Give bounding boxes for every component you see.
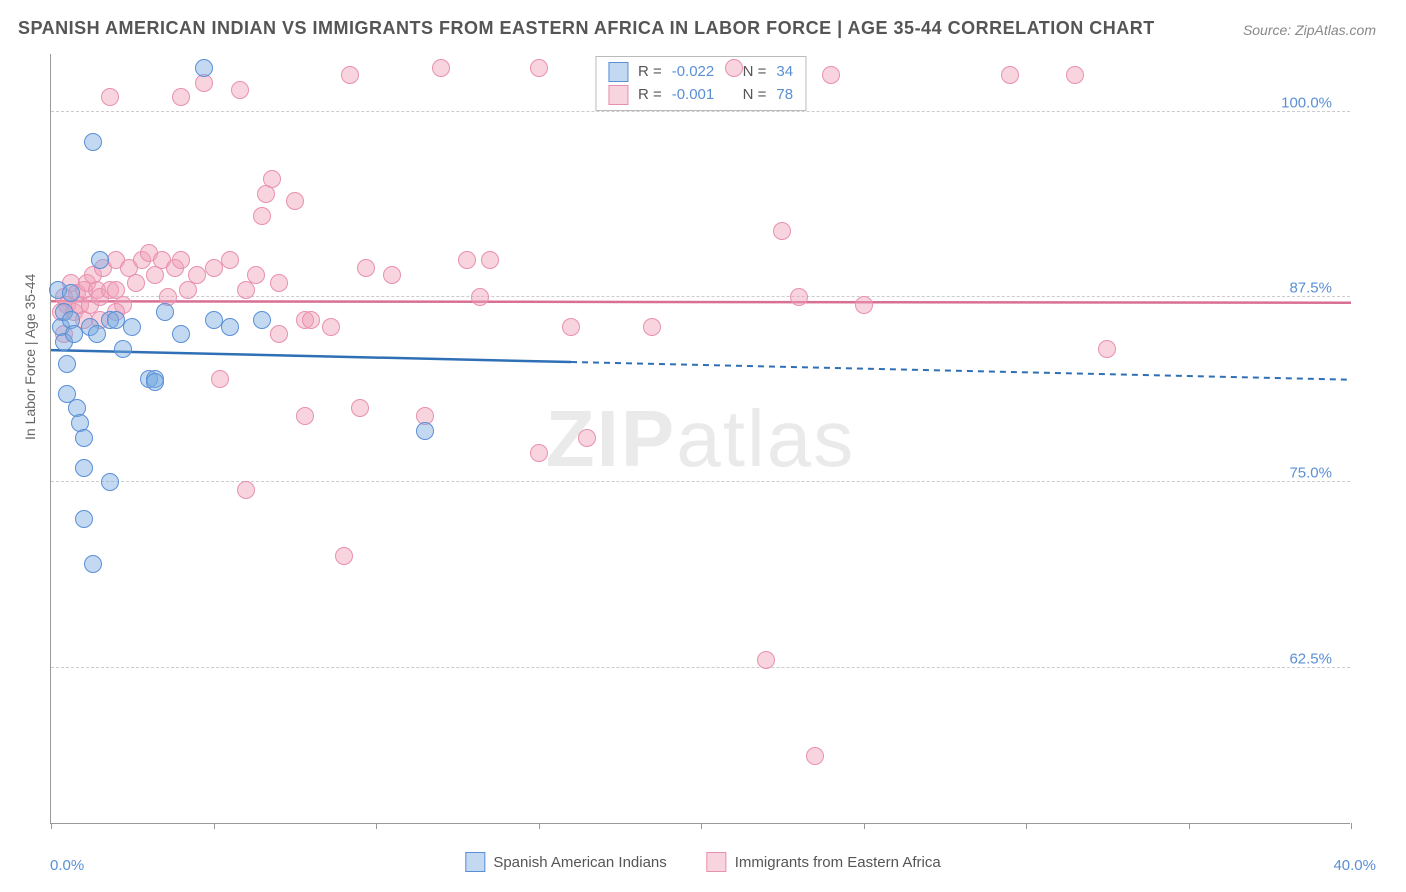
data-point [790, 288, 808, 306]
data-point [247, 266, 265, 284]
data-point [578, 429, 596, 447]
data-point [1001, 66, 1019, 84]
data-point [530, 444, 548, 462]
x-min-label: 0.0% [50, 857, 84, 874]
data-point [341, 66, 359, 84]
data-point [296, 407, 314, 425]
swatch-blue-icon [465, 852, 485, 872]
data-point [58, 355, 76, 373]
data-point [757, 651, 775, 669]
chart-title: SPANISH AMERICAN INDIAN VS IMMIGRANTS FR… [18, 18, 1155, 39]
data-point [84, 133, 102, 151]
data-point [1066, 66, 1084, 84]
data-point [253, 207, 271, 225]
data-point [172, 88, 190, 106]
legend-label-2: Immigrants from Eastern Africa [735, 854, 941, 871]
data-point [806, 747, 824, 765]
data-point [114, 340, 132, 358]
data-point [101, 88, 119, 106]
data-point [65, 325, 83, 343]
data-point [286, 192, 304, 210]
y-axis-label: In Labor Force | Age 35-44 [22, 274, 38, 440]
plot-area: ZIPatlas R = -0.022 N = 34 R = -0.001 N … [50, 54, 1350, 824]
data-point [231, 81, 249, 99]
data-point [458, 251, 476, 269]
data-point [101, 473, 119, 491]
data-point [481, 251, 499, 269]
data-point [88, 325, 106, 343]
data-point [127, 274, 145, 292]
data-point [432, 59, 450, 77]
data-point [322, 318, 340, 336]
data-point [75, 429, 93, 447]
legend-label-1: Spanish American Indians [493, 854, 666, 871]
data-point [75, 510, 93, 528]
data-point [270, 274, 288, 292]
data-point [172, 251, 190, 269]
trend-line-dashed [571, 362, 1351, 380]
data-point [302, 311, 320, 329]
data-point [357, 259, 375, 277]
data-point [263, 170, 281, 188]
data-point [822, 66, 840, 84]
data-point [855, 296, 873, 314]
data-point [221, 318, 239, 336]
data-point [335, 547, 353, 565]
data-point [188, 266, 206, 284]
trend-line [51, 301, 1351, 302]
data-point [195, 59, 213, 77]
data-point [270, 325, 288, 343]
x-max-label: 40.0% [1333, 857, 1376, 874]
data-point [62, 284, 80, 302]
data-point [383, 266, 401, 284]
data-point [253, 311, 271, 329]
data-point [221, 251, 239, 269]
data-point [123, 318, 141, 336]
data-point [75, 459, 93, 477]
data-point [237, 481, 255, 499]
data-point [211, 370, 229, 388]
swatch-pink-icon [707, 852, 727, 872]
data-point [773, 222, 791, 240]
data-point [156, 303, 174, 321]
data-point [643, 318, 661, 336]
data-point [562, 318, 580, 336]
data-point [351, 399, 369, 417]
legend-item-2: Immigrants from Eastern Africa [707, 852, 941, 872]
x-tick [1351, 823, 1352, 829]
data-point [416, 422, 434, 440]
data-point [471, 288, 489, 306]
data-point [146, 373, 164, 391]
data-point [725, 59, 743, 77]
data-point [530, 59, 548, 77]
source-label: Source: ZipAtlas.com [1243, 22, 1376, 38]
data-point [172, 325, 190, 343]
data-point [84, 555, 102, 573]
data-point [91, 251, 109, 269]
bottom-legend: Spanish American Indians Immigrants from… [465, 852, 940, 872]
legend-item-1: Spanish American Indians [465, 852, 666, 872]
data-point [205, 259, 223, 277]
trend-layer [51, 54, 1351, 824]
data-point [1098, 340, 1116, 358]
